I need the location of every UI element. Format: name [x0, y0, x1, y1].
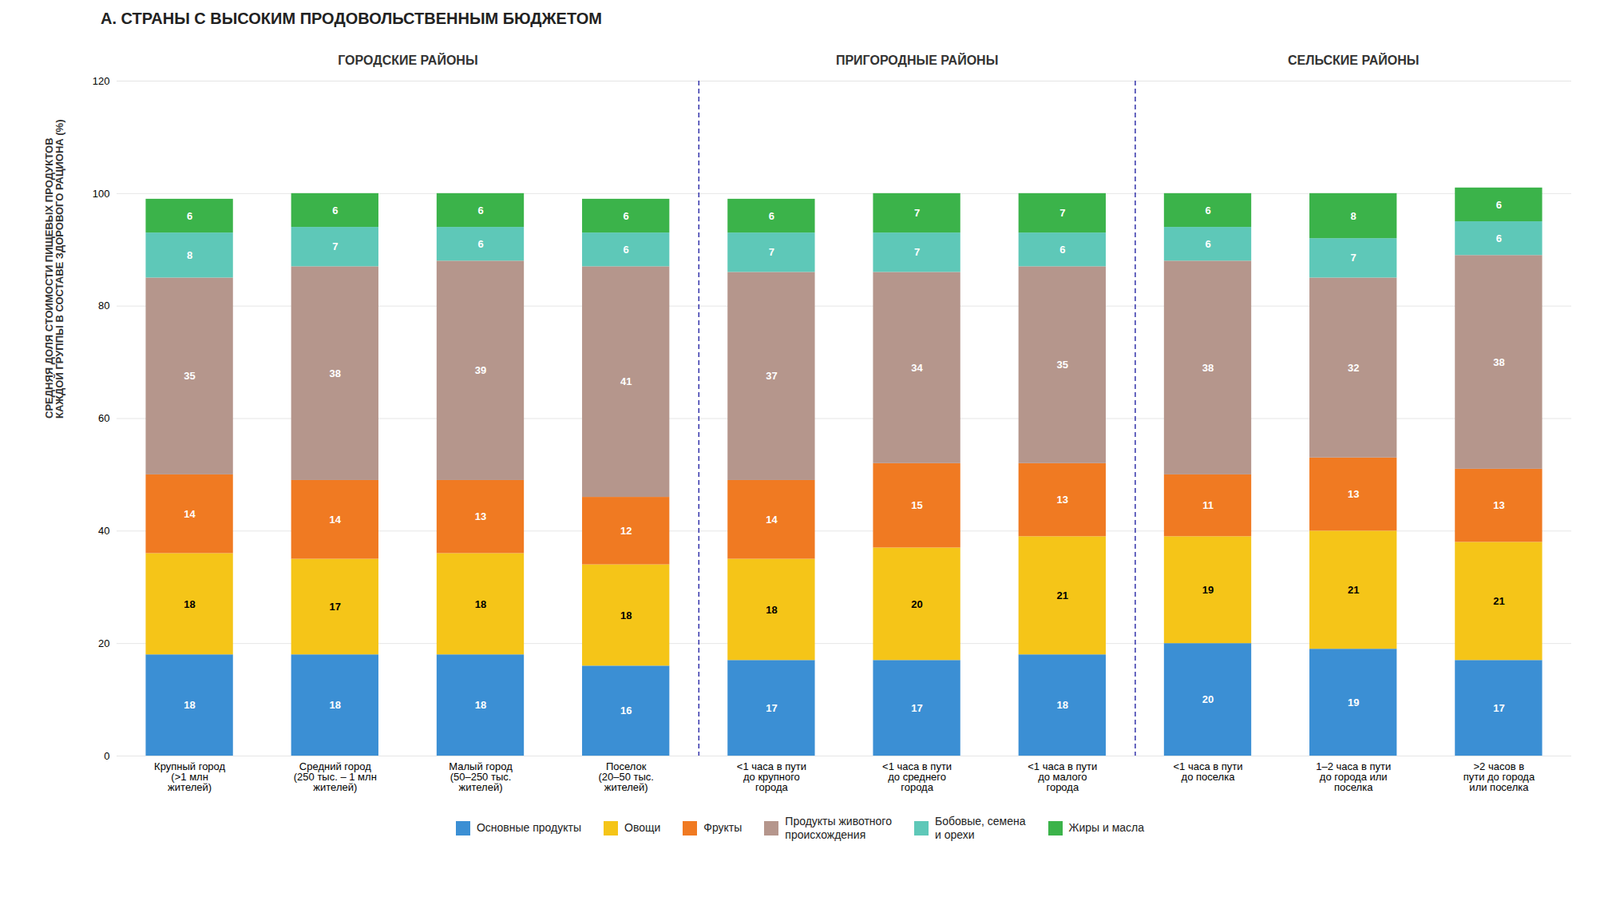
html-text:А. СТРАНЫ С ВЫСОКИМ ПРОДОВОЛЬС: А. СТРАНЫ С ВЫСОКИМ ПРОДОВОЛЬСТВЕННЫМ БЮ…	[100, 9, 602, 28]
svg-text:14: 14	[765, 513, 778, 526]
svg-text:32: 32	[1347, 361, 1359, 374]
svg-text:20: 20	[910, 598, 923, 610]
svg-text:7: 7	[1059, 206, 1066, 219]
svg-text:35: 35	[183, 369, 195, 382]
svg-text:7: 7	[914, 206, 920, 219]
svg-text:18: 18	[765, 603, 777, 616]
svg-text:18: 18	[620, 609, 632, 622]
html-text:Овощи: Овощи	[624, 821, 661, 834]
svg-text:18: 18	[475, 598, 487, 610]
svg-text:17: 17	[910, 701, 923, 714]
svg-text:18: 18	[1057, 698, 1069, 711]
svg-text:39: 39	[475, 364, 487, 377]
svg-text:35: 35	[1057, 358, 1069, 371]
svg-text:7: 7	[768, 245, 775, 258]
svg-text:<1 часа в путидо крупногогород: <1 часа в путидо крупногогорода	[736, 760, 807, 793]
svg-text:7: 7	[914, 245, 920, 258]
svg-text:38: 38	[1493, 356, 1505, 369]
svg-text:8: 8	[186, 249, 193, 262]
svg-text:14: 14	[183, 507, 196, 520]
svg-text:6: 6	[1204, 237, 1211, 250]
svg-text:38: 38	[329, 367, 341, 380]
svg-text:6: 6	[1496, 198, 1502, 211]
svg-text:6: 6	[623, 209, 630, 222]
svg-text:12: 12	[620, 524, 632, 537]
svg-text:6: 6	[332, 204, 338, 217]
svg-text:13: 13	[1057, 493, 1069, 506]
svg-text:Поселок(20–50 тыс.жителей): Поселок(20–50 тыс.жителей)	[598, 760, 654, 793]
svg-text:ГОРОДСКИЕ РАЙОНЫ: ГОРОДСКИЕ РАЙОНЫ	[337, 52, 478, 68]
svg-text:6: 6	[1059, 243, 1066, 256]
svg-text:<1 часа в путидо поселка: <1 часа в путидо поселка	[1172, 760, 1243, 783]
svg-text:15: 15	[910, 499, 923, 511]
svg-text:34: 34	[910, 361, 923, 374]
svg-text:13: 13	[475, 510, 487, 523]
svg-text:7: 7	[332, 240, 338, 253]
svg-text:37: 37	[765, 369, 777, 382]
svg-text:21: 21	[1347, 583, 1359, 596]
svg-text:Средний город(250 тыс. – 1 млн: Средний город(250 тыс. – 1 млнжителей)	[293, 760, 377, 793]
svg-text:80: 80	[98, 299, 110, 312]
html-text:Фрукты: Фрукты	[703, 821, 742, 834]
svg-text:21: 21	[1493, 594, 1505, 607]
svg-text:6: 6	[623, 243, 630, 256]
svg-text:14: 14	[329, 513, 342, 526]
svg-text:18: 18	[183, 598, 195, 610]
svg-text:11: 11	[1202, 499, 1214, 511]
svg-text:19: 19	[1202, 583, 1214, 596]
svg-text:СЕЛЬСКИЕ РАЙОНЫ: СЕЛЬСКИЕ РАЙОНЫ	[1287, 52, 1419, 68]
svg-text:6: 6	[1204, 204, 1211, 217]
svg-text:40: 40	[98, 524, 110, 537]
html-text:Продукты животного происхожден: Продукты животного происхождения	[785, 814, 892, 841]
svg-text:13: 13	[1347, 487, 1359, 500]
html-text:Основные продукты: Основные продукты	[476, 821, 582, 834]
svg-text:100: 100	[92, 186, 111, 199]
svg-text:ПРИГОРОДНЫЕ РАЙОНЫ: ПРИГОРОДНЫЕ РАЙОНЫ	[835, 52, 999, 68]
svg-text:<1 часа в путидо среднегогород: <1 часа в путидо среднегогорода	[882, 760, 952, 793]
svg-text:6: 6	[477, 237, 484, 250]
svg-text:60: 60	[98, 411, 110, 424]
svg-text:6: 6	[1496, 232, 1502, 245]
svg-text:17: 17	[765, 701, 777, 714]
svg-text:120: 120	[92, 75, 111, 88]
svg-text:6: 6	[186, 209, 193, 222]
svg-text:19: 19	[1347, 696, 1359, 709]
svg-text:6: 6	[477, 204, 484, 217]
svg-text:38: 38	[1202, 361, 1214, 374]
svg-text:СРЕДНЯЯ ДОЛЯ СТОИМОСТИ ПИЩЕВЫХ: СРЕДНЯЯ ДОЛЯ СТОИМОСТИ ПИЩЕВЫХ ПРОДУКТОВ…	[43, 118, 66, 419]
svg-text:<1 часа в путидо малогогорода: <1 часа в путидо малогогорода	[1027, 760, 1098, 793]
svg-text:18: 18	[183, 698, 195, 711]
svg-text:20: 20	[98, 637, 110, 650]
svg-text:18: 18	[329, 698, 341, 711]
svg-text:17: 17	[1493, 701, 1505, 714]
svg-text:8: 8	[1350, 209, 1357, 222]
svg-text:6: 6	[768, 209, 775, 222]
svg-text:7: 7	[1350, 251, 1357, 264]
svg-text:20: 20	[1202, 693, 1214, 705]
svg-text:21: 21	[1057, 589, 1069, 602]
svg-text:13: 13	[1493, 499, 1505, 511]
svg-text:17: 17	[329, 600, 341, 613]
html-text:Жиры и масла: Жиры и масла	[1068, 821, 1145, 834]
html-text:Бобовые, семена и орехи: Бобовые, семена и орехи	[934, 814, 1026, 841]
svg-text:1–2 часа в путидо города илипо: 1–2 часа в путидо города илипоселка	[1315, 760, 1391, 793]
svg-text:41: 41	[620, 375, 632, 388]
svg-text:16: 16	[620, 704, 632, 717]
svg-text:18: 18	[475, 698, 487, 711]
svg-text:Крупный город(>1 млнжителей): Крупный город(>1 млнжителей)	[154, 760, 226, 793]
svg-text:>2 часов впути до городаили по: >2 часов впути до городаили поселка	[1463, 760, 1536, 793]
svg-text:0: 0	[103, 749, 110, 762]
svg-text:Малый город(50–250 тыс.жителей: Малый город(50–250 тыс.жителей)	[448, 760, 513, 793]
